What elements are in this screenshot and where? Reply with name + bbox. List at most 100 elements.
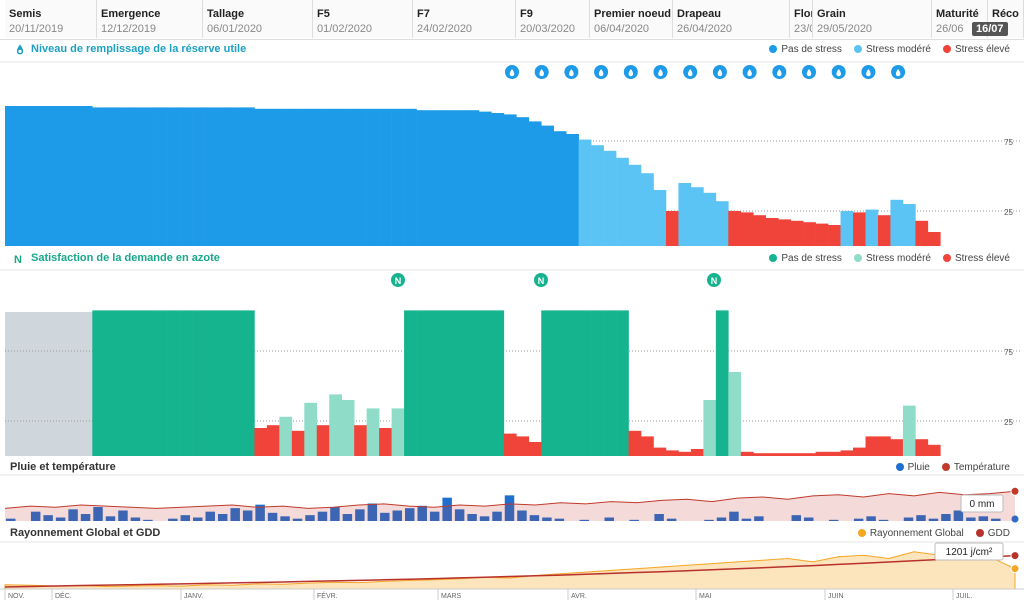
bar <box>291 108 305 246</box>
stage: Premier noeud 06/04/2020 <box>590 0 673 38</box>
bar <box>715 310 729 456</box>
rain-bar <box>953 510 964 521</box>
stage: Emergence 12/12/2019 <box>97 0 203 38</box>
bar <box>915 439 929 456</box>
bar <box>478 310 492 456</box>
stage-date: 26/04/2020 <box>677 23 733 35</box>
bar <box>865 209 879 246</box>
bar <box>665 211 679 246</box>
legend-swatch <box>853 254 862 262</box>
drop-icon <box>687 69 693 77</box>
rain-bar <box>292 518 303 521</box>
y-tick-label: 75 <box>1004 138 1013 147</box>
hover-dot <box>1010 564 1020 574</box>
bar <box>877 215 891 246</box>
month-label: JUIN <box>828 593 844 600</box>
tooltip-text: 0 mm <box>970 499 995 510</box>
rain-bar <box>55 517 66 521</box>
legend-swatch <box>942 45 951 53</box>
bar <box>279 416 293 456</box>
stage-date: 20/03/2020 <box>520 23 576 35</box>
legend-swatch <box>769 254 778 262</box>
bar <box>92 107 106 247</box>
bar <box>578 139 592 246</box>
tooltip-box <box>960 494 1004 513</box>
bar <box>740 212 754 246</box>
bar <box>354 425 367 456</box>
bar <box>653 190 667 246</box>
bar <box>104 107 118 247</box>
bar <box>566 310 579 456</box>
stage: F9 20/03/2020 <box>516 0 590 38</box>
rain-bar <box>467 514 477 521</box>
rain-bar <box>554 518 565 521</box>
bar <box>329 394 343 456</box>
stage-name: F5 <box>317 8 330 20</box>
bar <box>5 106 18 246</box>
bar <box>117 310 131 456</box>
bar <box>566 134 579 246</box>
stage-name: Grain <box>817 8 846 20</box>
month-label: AVR. <box>571 593 587 600</box>
rain-bar <box>991 518 1001 521</box>
bar <box>877 436 891 456</box>
rain-bar <box>754 516 764 521</box>
legend-label: Stress modéré <box>865 44 931 55</box>
stage: Grain 29/05/2020 <box>813 0 932 38</box>
line <box>4 554 1016 588</box>
rain-bar <box>966 517 976 521</box>
bar <box>254 428 268 456</box>
bar <box>553 310 567 456</box>
bar <box>503 433 517 456</box>
legend-item: Température <box>941 462 1010 473</box>
rain-bar <box>6 518 16 521</box>
legend-swatch <box>942 254 951 262</box>
bar <box>828 451 841 456</box>
bar <box>927 232 941 246</box>
rain-bar <box>405 508 415 521</box>
drop-hole <box>18 49 22 54</box>
stage: Flora 23/0 <box>790 0 813 38</box>
bar <box>179 107 193 247</box>
bar <box>154 107 168 247</box>
stage-date: 26/06 <box>936 23 964 35</box>
rain-bar <box>916 515 926 521</box>
hover-dot <box>1010 486 1020 496</box>
bar <box>840 211 854 246</box>
legend-label: Stress élevé <box>954 44 1010 55</box>
bar <box>316 108 330 246</box>
stage-name: F9 <box>520 8 533 20</box>
bar <box>466 310 480 456</box>
bar <box>902 405 916 456</box>
bar <box>416 310 430 456</box>
bar <box>528 121 542 246</box>
legend-swatch <box>975 529 984 537</box>
bar <box>665 450 679 456</box>
temperature-fill <box>5 491 1015 521</box>
rain-bar <box>392 510 403 521</box>
rain-bar <box>804 517 814 521</box>
rain-bar <box>928 518 939 521</box>
legend: Pas de stress Stress modéré Stress élevé <box>769 44 1010 55</box>
stage-date: 16/07 <box>972 22 1008 36</box>
rain-bar <box>130 517 141 521</box>
bar <box>453 110 467 246</box>
rain-bar <box>442 497 452 521</box>
rain-bar <box>30 511 41 521</box>
rain-bar <box>429 511 440 521</box>
bar <box>915 220 929 246</box>
rain-bar <box>93 507 103 521</box>
stage-name: Semis <box>9 8 42 20</box>
y-tick-label: 75 <box>1004 348 1013 357</box>
legend-item: Stress élevé <box>942 253 1010 264</box>
bar <box>591 310 604 456</box>
legend-label: Stress modéré <box>865 253 931 264</box>
bar <box>229 107 243 247</box>
bar <box>241 310 255 456</box>
rain-bar <box>654 514 664 521</box>
rain-bar <box>517 510 527 521</box>
rain-bar <box>579 519 590 521</box>
stage-name: Maturité <box>936 8 979 20</box>
bar <box>429 310 442 456</box>
bar <box>603 150 617 246</box>
